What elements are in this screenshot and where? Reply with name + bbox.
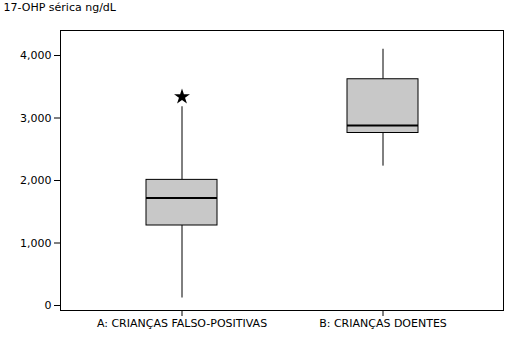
svg-text:4,000: 4,000 — [20, 49, 52, 62]
svg-text:0: 0 — [45, 299, 52, 312]
svg-text:2,000: 2,000 — [20, 174, 52, 187]
svg-text:3,000: 3,000 — [20, 112, 52, 125]
svg-text:1,000: 1,000 — [20, 237, 52, 250]
svg-text:B: CRIANÇAS DOENTES: B: CRIANÇAS DOENTES — [319, 317, 447, 330]
svg-text:17-OHP sérica ng/dL: 17-OHP sérica ng/dL — [4, 1, 117, 14]
svg-text:A: CRIANÇAS FALSO-POSITIVAS: A: CRIANÇAS FALSO-POSITIVAS — [97, 317, 267, 330]
